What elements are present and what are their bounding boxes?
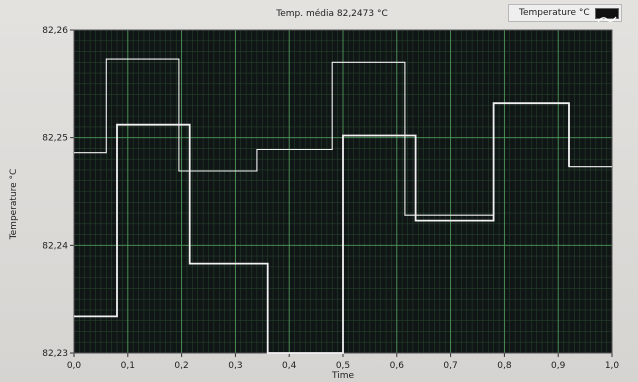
x-tick-label: 0,1 — [121, 361, 135, 371]
x-tick-label: 0,9 — [551, 361, 566, 371]
legend-line-swatch-icon — [595, 8, 619, 23]
x-tick-label: 0,0 — [67, 361, 82, 371]
series-trace-1 — [74, 102, 570, 354]
x-tick-label: 0,6 — [390, 361, 405, 371]
x-axis-label: Time — [331, 371, 355, 381]
x-tick-label: 0,8 — [497, 361, 512, 371]
x-tick-label: 0,4 — [282, 361, 297, 371]
chart-title: Temp. média 82,2473 °C — [276, 9, 388, 19]
x-tick-label: 0,5 — [336, 361, 350, 371]
y-tick-label: 82,23 — [42, 349, 68, 359]
y-tick-label: 82,26 — [42, 26, 68, 36]
y-tick-label: 82,25 — [42, 134, 68, 144]
y-tick-label: 82,24 — [42, 241, 68, 251]
x-tick-label: 0,7 — [443, 361, 457, 371]
legend-label: Temperature °C — [519, 8, 590, 18]
plot-legend[interactable]: Temperature °C — [508, 4, 622, 23]
x-tick-label: 1,0 — [605, 361, 620, 371]
x-tick-label: 0,2 — [174, 361, 188, 371]
x-tick-label: 0,3 — [228, 361, 242, 371]
